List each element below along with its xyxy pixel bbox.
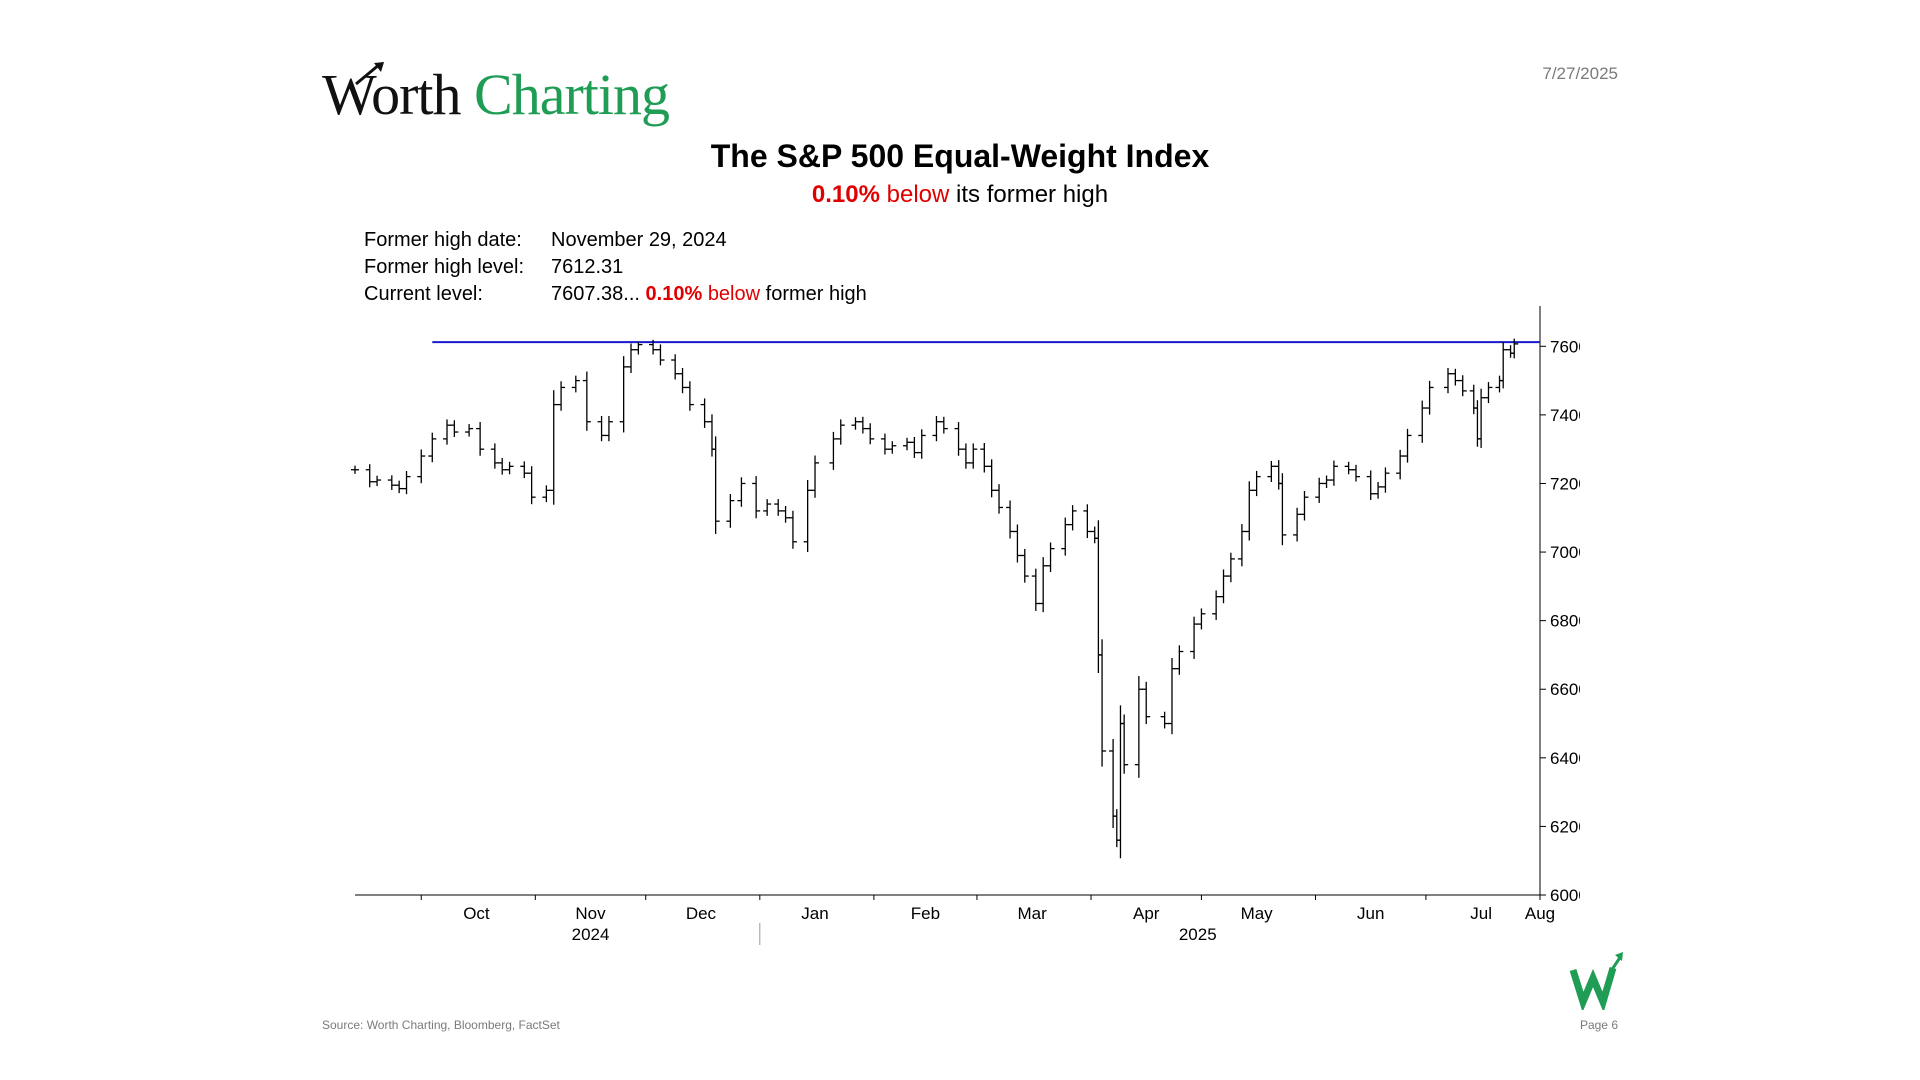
brand-word-charting: Charting: [474, 62, 670, 127]
high-level-label: Former high level:: [364, 256, 525, 278]
x-month-label: Oct: [463, 904, 490, 923]
x-month-label: Feb: [911, 904, 940, 923]
brand-logo: Worth Charting: [322, 66, 670, 124]
x-month-label: Dec: [686, 904, 717, 923]
subtitle-rest: its former high: [956, 181, 1109, 208]
y-tick-label: 6400: [1550, 749, 1580, 768]
x-month-label: Jul: [1470, 904, 1492, 923]
current-level-below: below: [707, 283, 761, 305]
y-tick-label: 7600: [1550, 337, 1580, 356]
chart-subtitle: 0.10% below its former high: [560, 181, 1360, 209]
chart-title: The S&P 500 Equal-Weight Index: [710, 138, 1210, 174]
y-tick-label: 6200: [1550, 817, 1580, 836]
current-level-label: Current level:: [364, 283, 483, 305]
current-level-number: 7607.38...: [551, 283, 640, 305]
x-month-label: Jun: [1357, 904, 1384, 923]
price-chart: 6000 6200 6400 6600 6800 7000 7200 7400 7600 Oct N…: [351, 306, 1580, 945]
y-tick-label: 6000: [1550, 886, 1580, 905]
subtitle-pct: 0.10%: [811, 181, 880, 208]
current-level-pct: 0.10%: [645, 283, 703, 305]
x-month-label: Apr: [1133, 904, 1160, 923]
high-level-value: 7612.31: [551, 256, 624, 278]
current-level-rest: former high: [765, 283, 867, 305]
x-year-label: 2024: [572, 925, 610, 944]
current-level-value: 7607.38... 0.10% below former high: [551, 283, 867, 306]
x-month-label: May: [1241, 904, 1274, 923]
x-year-label: 2025: [1179, 925, 1217, 944]
x-month-label: Nov: [575, 904, 606, 923]
y-tick-label: 6800: [1550, 612, 1580, 631]
w-arrow-logo-icon: [1569, 952, 1623, 1010]
high-date-label: Former high date:: [364, 229, 522, 251]
subtitle-below: below: [886, 181, 950, 208]
brand-word-worth: Worth: [322, 62, 462, 127]
report-date: 7/27/2025: [1542, 64, 1618, 83]
high-date-value: November 29, 2024: [551, 229, 727, 251]
x-month-label: Jan: [801, 904, 828, 923]
y-tick-label: 7200: [1550, 474, 1580, 493]
y-tick-label: 6600: [1550, 680, 1580, 699]
source-note: Source: Worth Charting, Bloomberg, FactS…: [322, 1018, 560, 1032]
y-tick-label: 7400: [1550, 406, 1580, 425]
page-number: Page 6: [1579, 1018, 1618, 1032]
x-month-label: Aug: [1525, 904, 1555, 923]
arrow-up-right-icon: [355, 62, 384, 86]
y-tick-label: 7000: [1550, 543, 1580, 562]
x-month-label: Mar: [1018, 904, 1048, 923]
